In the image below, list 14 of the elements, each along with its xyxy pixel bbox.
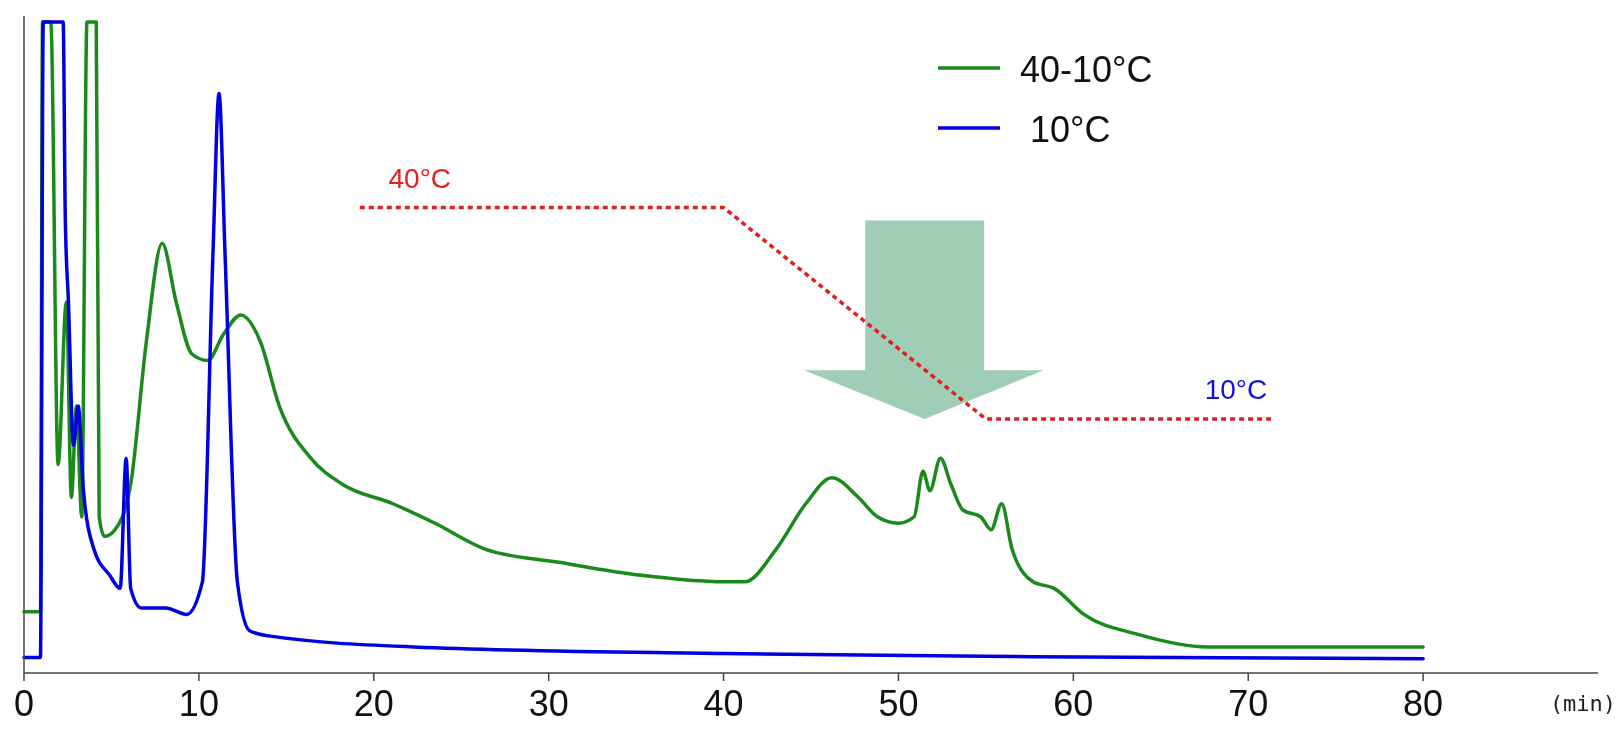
x-tick-label: 30 — [528, 683, 569, 724]
x-tick-label: 60 — [1053, 683, 1094, 724]
x-tick-label: 70 — [1228, 683, 1269, 724]
x-tick-label: 10 — [178, 683, 219, 724]
annotation: 10°C — [1204, 374, 1268, 406]
legend-label: 40-10°C — [1020, 49, 1153, 90]
annotation: 40°C — [388, 162, 452, 194]
x-tick-label: 80 — [1403, 683, 1444, 724]
x-tick-label: 0 — [13, 683, 35, 724]
x-tick-label: 50 — [878, 683, 919, 724]
legend-label: 10°C — [1020, 109, 1111, 150]
x-axis-title: (min) — [1549, 691, 1617, 716]
x-tick-label: 20 — [353, 683, 394, 724]
x-tick-label: 40 — [703, 683, 744, 724]
